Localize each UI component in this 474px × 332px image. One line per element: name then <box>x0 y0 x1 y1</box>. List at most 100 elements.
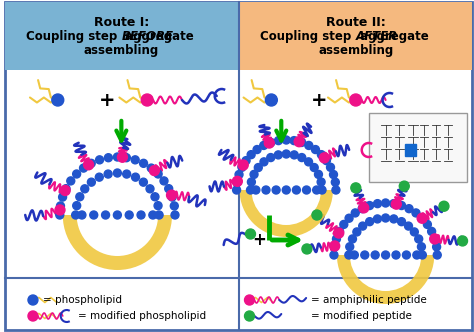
Circle shape <box>80 164 88 172</box>
Circle shape <box>104 170 112 178</box>
Circle shape <box>330 251 338 259</box>
Text: Route II:: Route II: <box>326 16 386 29</box>
Circle shape <box>305 141 313 149</box>
Circle shape <box>332 235 340 243</box>
Text: = phospholipid: = phospholipid <box>43 295 122 305</box>
Circle shape <box>359 222 367 230</box>
Circle shape <box>319 153 329 163</box>
Circle shape <box>283 186 290 194</box>
Circle shape <box>168 193 176 201</box>
Text: Route I:: Route I: <box>94 16 149 29</box>
Text: assembling: assembling <box>84 44 159 57</box>
Circle shape <box>141 94 153 106</box>
Circle shape <box>274 151 283 159</box>
Circle shape <box>170 202 178 210</box>
Circle shape <box>255 164 262 172</box>
Circle shape <box>318 186 326 194</box>
Circle shape <box>290 151 298 159</box>
Circle shape <box>232 176 242 186</box>
Circle shape <box>410 228 418 236</box>
Text: = modified peptide: = modified peptide <box>311 311 412 321</box>
Circle shape <box>398 218 406 226</box>
Bar <box>5 2 238 70</box>
Circle shape <box>267 138 275 146</box>
Circle shape <box>246 229 255 239</box>
Circle shape <box>76 193 84 201</box>
Circle shape <box>390 200 398 208</box>
Circle shape <box>345 214 353 222</box>
Circle shape <box>245 311 255 321</box>
Circle shape <box>358 205 366 213</box>
Circle shape <box>351 183 361 193</box>
Circle shape <box>298 138 306 146</box>
Circle shape <box>59 193 66 201</box>
Circle shape <box>365 202 374 209</box>
Circle shape <box>428 227 436 235</box>
Circle shape <box>332 186 340 194</box>
Circle shape <box>28 311 38 321</box>
Circle shape <box>318 151 325 159</box>
Circle shape <box>253 145 261 153</box>
Circle shape <box>302 244 312 254</box>
Circle shape <box>242 157 250 165</box>
Circle shape <box>365 218 374 226</box>
Circle shape <box>412 209 420 217</box>
Text: = modified phospholipid: = modified phospholipid <box>78 311 206 321</box>
Circle shape <box>113 211 121 219</box>
Circle shape <box>52 94 64 106</box>
Circle shape <box>96 156 103 164</box>
Circle shape <box>418 214 426 222</box>
Circle shape <box>238 160 248 170</box>
Circle shape <box>283 136 290 144</box>
Text: +: + <box>311 91 327 110</box>
Circle shape <box>165 185 173 193</box>
Circle shape <box>131 156 139 164</box>
Circle shape <box>264 138 274 148</box>
Circle shape <box>350 251 358 259</box>
Circle shape <box>457 236 467 246</box>
Text: aggregate: aggregate <box>356 30 428 43</box>
Circle shape <box>104 154 112 162</box>
Circle shape <box>166 190 176 200</box>
Circle shape <box>405 205 413 213</box>
Circle shape <box>272 186 280 194</box>
Circle shape <box>238 163 246 171</box>
Wedge shape <box>239 190 333 237</box>
Wedge shape <box>337 255 434 304</box>
Circle shape <box>317 178 325 186</box>
Wedge shape <box>63 215 172 270</box>
Circle shape <box>125 211 133 219</box>
Circle shape <box>322 157 330 165</box>
Circle shape <box>260 158 268 166</box>
Circle shape <box>154 170 162 178</box>
Circle shape <box>327 163 335 171</box>
Circle shape <box>330 243 338 251</box>
Circle shape <box>233 178 241 186</box>
Circle shape <box>374 200 382 208</box>
Circle shape <box>399 181 409 191</box>
Circle shape <box>310 164 318 172</box>
Circle shape <box>329 171 337 179</box>
Circle shape <box>154 202 162 209</box>
Circle shape <box>330 241 340 251</box>
Circle shape <box>283 150 290 158</box>
Circle shape <box>149 166 159 176</box>
Circle shape <box>331 178 339 186</box>
Circle shape <box>101 211 109 219</box>
Circle shape <box>147 164 155 172</box>
Bar <box>238 2 472 70</box>
Circle shape <box>298 154 306 162</box>
Circle shape <box>247 178 255 186</box>
Circle shape <box>233 186 241 194</box>
Text: Coupling step: Coupling step <box>26 30 121 43</box>
Text: AFTER: AFTER <box>356 30 398 43</box>
Circle shape <box>340 220 348 228</box>
Circle shape <box>118 152 128 162</box>
Circle shape <box>392 251 400 259</box>
Circle shape <box>423 220 431 228</box>
Circle shape <box>67 177 75 185</box>
Circle shape <box>87 159 95 167</box>
Circle shape <box>146 185 154 193</box>
Circle shape <box>247 151 255 159</box>
Circle shape <box>350 94 362 106</box>
